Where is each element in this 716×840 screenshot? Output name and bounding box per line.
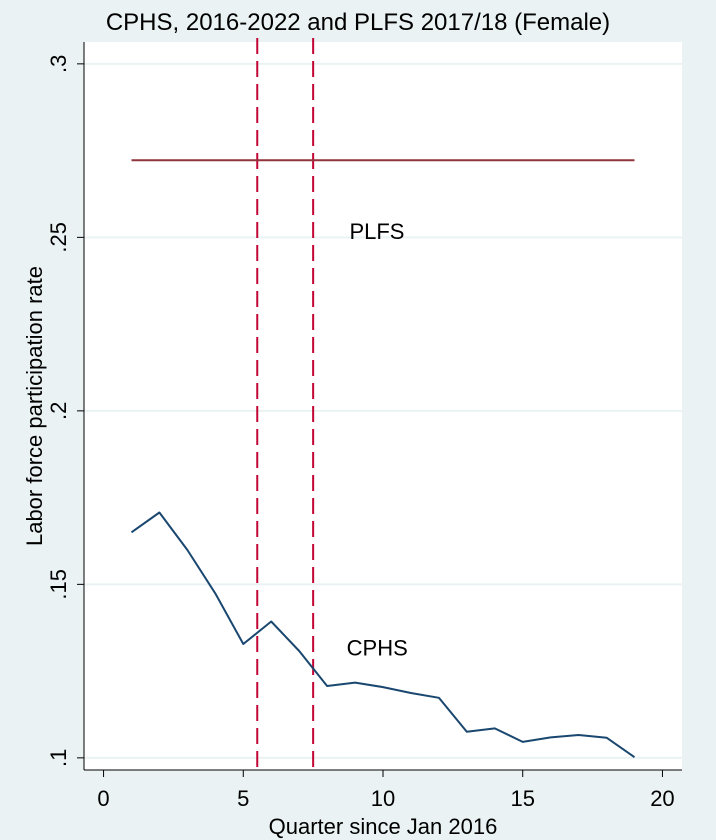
x-axis-label: Quarter since Jan 2016 [269, 814, 498, 839]
y-tick-label: .3 [46, 55, 71, 73]
y-axis-label: Labor force participation rate [22, 266, 47, 546]
x-tick-label: 10 [371, 786, 395, 811]
x-tick-label: 5 [237, 786, 249, 811]
x-tick-label: 20 [650, 786, 674, 811]
annotations: PLFS CPHS [347, 219, 408, 660]
y-tick-label: .15 [46, 569, 71, 600]
y-tick-label: .25 [46, 222, 71, 253]
series-line-cphs [130, 511, 636, 759]
gridlines [84, 62, 682, 759]
x-tick-label: 0 [97, 786, 109, 811]
y-tick-label: .2 [46, 402, 71, 420]
data-series [130, 159, 636, 759]
plot-area [84, 42, 682, 770]
annotation-plfs: PLFS [349, 219, 404, 244]
y-tick-label: .1 [46, 749, 71, 767]
y-axis-ticks: .1 .15 .2 .25 .3 [46, 55, 84, 767]
x-axis-ticks: 0 5 10 15 20 [97, 770, 675, 811]
annotation-cphs: CPHS [347, 635, 408, 660]
chart-title: CPHS, 2016-2022 and PLFS 2017/18 (Female… [106, 9, 610, 36]
x-tick-label: 15 [510, 786, 534, 811]
